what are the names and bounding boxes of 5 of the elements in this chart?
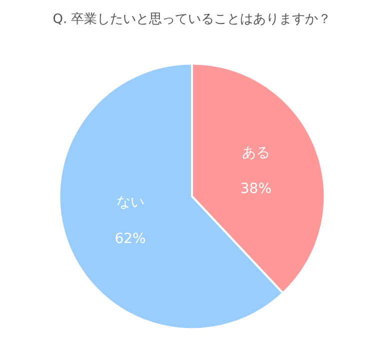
slice-label: ない — [116, 194, 144, 211]
chart-title: Q. 卒業したいと思っていることはありますか？ — [52, 12, 332, 27]
data-label: 38% — [240, 181, 272, 198]
slice-label: ある — [242, 144, 270, 161]
data-label: 62% — [114, 230, 146, 247]
